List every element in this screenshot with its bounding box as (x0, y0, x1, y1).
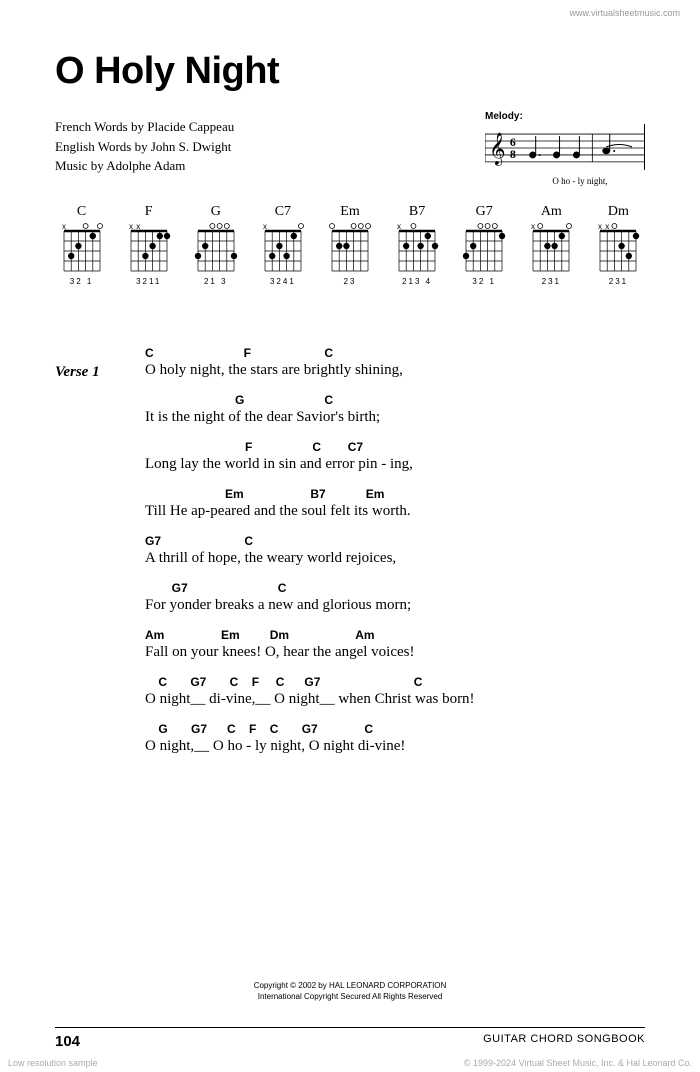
chord-name: G (211, 204, 221, 220)
footer-label: GUITAR CHORD SONGBOOK (483, 1033, 645, 1050)
lyric-text: It is the night of the dear Savior's bir… (145, 409, 645, 426)
chord-fingers: 32 1 (70, 277, 94, 286)
chord-name: C7 (275, 204, 291, 220)
chord-line: G C (145, 393, 645, 409)
chord-g7: G7 32 1 (458, 204, 511, 286)
credit-english: English Words by John S. Dwight (55, 137, 234, 157)
chord-fingers: 231 (542, 277, 561, 286)
copyright-note: © 1999-2024 Virtual Sheet Music, Inc. & … (464, 1058, 692, 1068)
chord-dm: Dm xx 231 (592, 204, 645, 286)
lyric-line: Em B7 Em Till He ap-peared and the soul … (145, 487, 645, 520)
lyric-text: O night,__ O ho - ly night, O night di-v… (145, 738, 645, 755)
melody-label: Melody: (485, 111, 645, 122)
chord-name: B7 (409, 204, 425, 220)
chord-name: Dm (608, 204, 629, 220)
svg-text:8: 8 (510, 147, 516, 161)
chord-g: G 21 3 (189, 204, 242, 286)
credits-block: French Words by Placide Cappeau English … (55, 117, 234, 176)
lyric-line: G7 C For yonder breaks a new and gloriou… (145, 581, 645, 614)
chord-fingers: 213 4 (402, 277, 432, 286)
chord-line: G G7 C F C G7 C (145, 722, 645, 738)
chord-diagram: x (527, 223, 575, 275)
lyric-text: Fall on your knees! O, hear the angel vo… (145, 644, 645, 661)
chord-line: C F C (145, 346, 645, 362)
chord-fingers: 32 1 (472, 277, 496, 286)
page-footer: 104 GUITAR CHORD SONGBOOK (55, 1027, 645, 1050)
svg-text:x: x (397, 223, 401, 231)
lyrics-column: C F C O holy night, the stars are bright… (145, 346, 645, 769)
melody-box: Melody: 𝄞 6 8 (485, 111, 645, 186)
lyric-text: Till He ap-peared and the soul felt its … (145, 503, 645, 520)
svg-text:x: x (136, 223, 140, 231)
copyright-block: Copyright © 2002 by HAL LEONARD CORPORAT… (0, 980, 700, 1002)
lyric-line: Am Em Dm Am Fall on your knees! O, hear … (145, 628, 645, 661)
lyric-text: Long lay the world in sin and error pin … (145, 456, 645, 473)
melody-lyrics: O ho - ly night, (485, 176, 645, 186)
chord-fingers: 3241 (270, 277, 296, 286)
chord-fingers: 21 3 (204, 277, 228, 286)
lyric-line: G G7 C F C G7 C O night,__ O ho - ly nig… (145, 722, 645, 755)
credit-french: French Words by Placide Cappeau (55, 117, 234, 137)
watermark: www.virtualsheetmusic.com (569, 8, 680, 18)
chord-name: Am (541, 204, 562, 220)
header-row: French Words by Placide Cappeau English … (55, 117, 645, 186)
chord-diagram (326, 223, 374, 275)
chord-name: Em (340, 204, 359, 220)
svg-text:𝄞: 𝄞 (489, 133, 505, 166)
lyric-line: C F C O holy night, the stars are bright… (145, 346, 645, 379)
svg-text:x: x (531, 223, 535, 231)
chord-line: C G7 C F C G7 C (145, 675, 645, 691)
chord-name: F (145, 204, 153, 220)
chord-diagrams-row: C x 32 1F xx 3211G 21 3C7 x 3241Em 23B7 … (55, 204, 645, 286)
lyric-line: F C C7 Long lay the world in sin and err… (145, 440, 645, 473)
chord-am: Am x 231 (525, 204, 578, 286)
lyric-text: O night__ di-vine,__ O night__ when Chri… (145, 691, 645, 708)
melody-staff: 𝄞 6 8 (485, 124, 645, 170)
chord-diagram: x (259, 223, 307, 275)
chord-f: F xx 3211 (122, 204, 175, 286)
chord-line: Am Em Dm Am (145, 628, 645, 644)
svg-text:x: x (129, 223, 133, 231)
lyric-text: For yonder breaks a new and glorious mor… (145, 597, 645, 614)
lyric-line: C G7 C F C G7 C O night__ di-vine,__ O n… (145, 675, 645, 708)
chord-fingers: 231 (609, 277, 628, 286)
credit-music: Music by Adolphe Adam (55, 156, 234, 176)
svg-text:x: x (606, 223, 610, 231)
chord-line: Em B7 Em (145, 487, 645, 503)
chord-diagram: xx (125, 223, 173, 275)
chord-line: G7 C (145, 534, 645, 550)
svg-text:x: x (598, 223, 602, 231)
chord-name: G7 (476, 204, 493, 220)
svg-text:x: x (62, 223, 66, 231)
verse-section: Verse 1 C F C O holy night, the stars ar… (55, 346, 645, 769)
chord-b7: B7 x 213 4 (391, 204, 444, 286)
chord-line: F C C7 (145, 440, 645, 456)
chord-diagram: x (58, 223, 106, 275)
lyric-line: G7 C A thrill of hope, the weary world r… (145, 534, 645, 567)
chord-fingers: 23 (344, 277, 357, 286)
svg-text:x: x (263, 223, 267, 231)
chord-fingers: 3211 (136, 277, 161, 286)
chord-diagram: xx (594, 223, 642, 275)
lyric-text: A thrill of hope, the weary world rejoic… (145, 550, 645, 567)
copyright-line2: International Copyright Secured All Righ… (0, 991, 700, 1002)
chord-line: G7 C (145, 581, 645, 597)
page-number: 104 (55, 1033, 80, 1050)
chord-diagram: x (393, 223, 441, 275)
song-title: O Holy Night (55, 50, 645, 93)
copyright-line1: Copyright © 2002 by HAL LEONARD CORPORAT… (0, 980, 700, 991)
chord-em: Em 23 (323, 204, 376, 286)
lyric-text: O holy night, the stars are brightly shi… (145, 362, 645, 379)
chord-c: C x 32 1 (55, 204, 108, 286)
chord-name: C (77, 204, 86, 220)
verse-label: Verse 1 (55, 346, 115, 769)
chord-c7: C7 x 3241 (256, 204, 309, 286)
chord-diagram (460, 223, 508, 275)
chord-diagram (192, 223, 240, 275)
sample-note: Low resolution sample (8, 1058, 98, 1068)
sheet-music-page: www.virtualsheetmusic.com O Holy Night F… (0, 0, 700, 1072)
lyric-line: G C It is the night of the dear Savior's… (145, 393, 645, 426)
